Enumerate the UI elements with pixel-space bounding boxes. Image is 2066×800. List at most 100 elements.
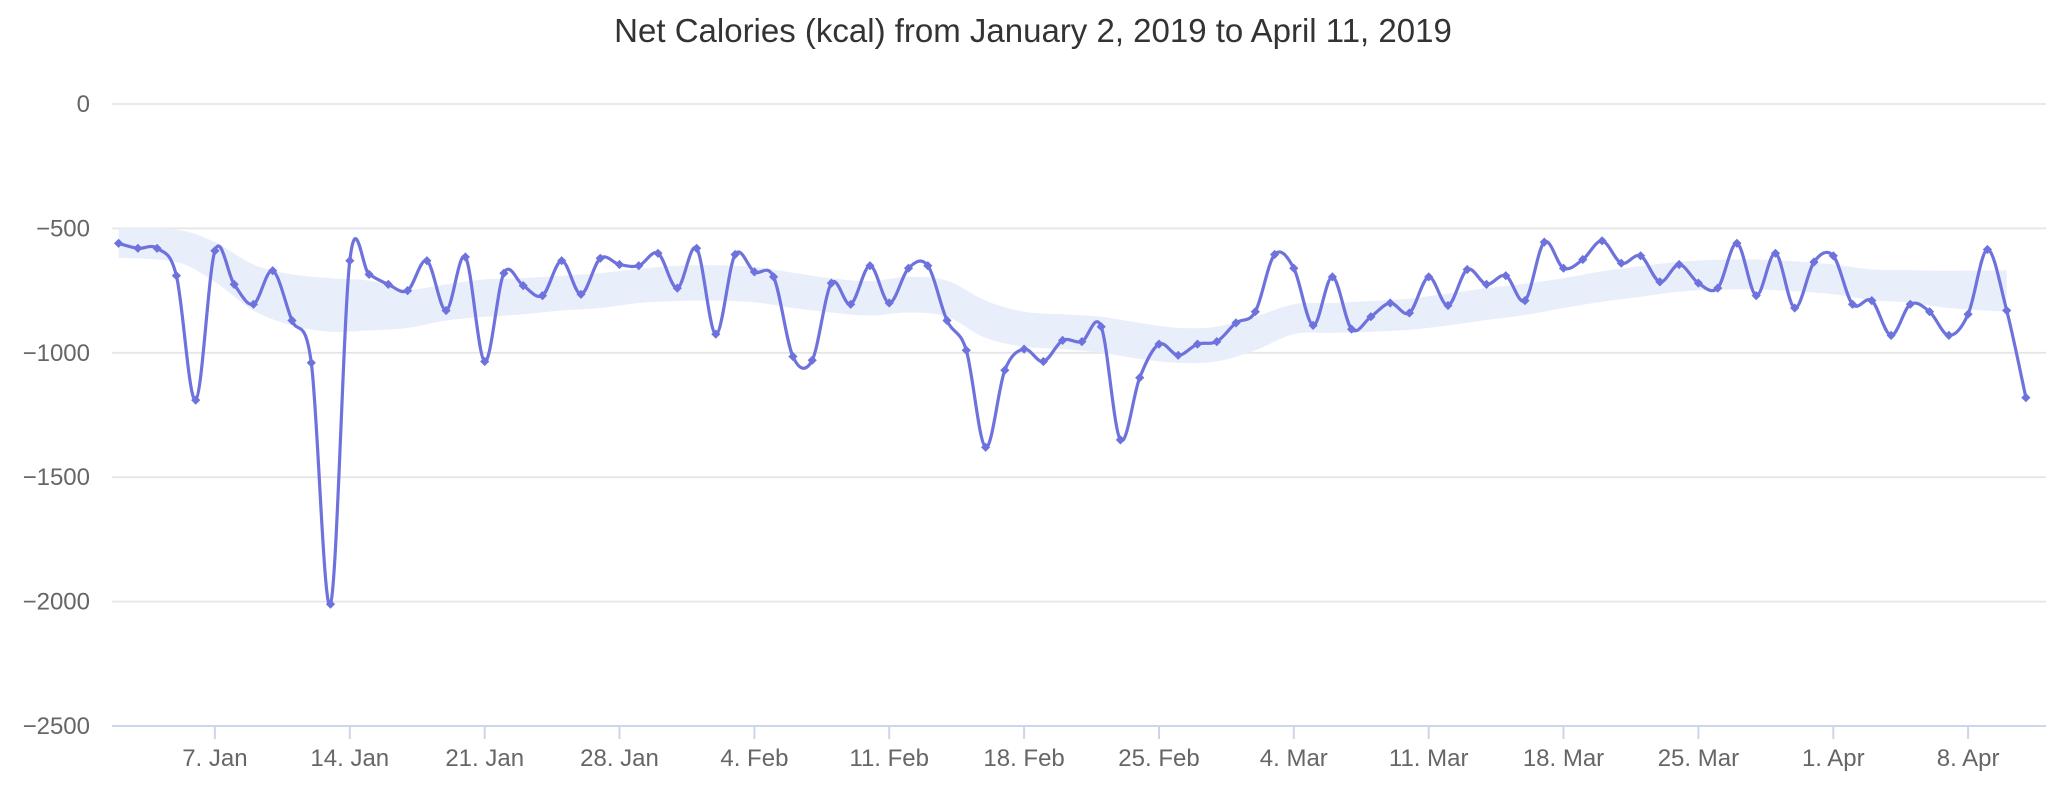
data-point-marker — [1674, 259, 1684, 270]
y-gridlines — [112, 103, 2046, 603]
data-point-marker — [1462, 264, 1472, 275]
y-axis-labels: 0 −500 −1000 −1500 −2000 −2500 — [23, 91, 90, 740]
data-point-marker — [1732, 238, 1742, 248]
data-point-marker — [1096, 322, 1106, 332]
y-axis-label: −2500 — [23, 713, 90, 740]
data-point-marker — [1847, 299, 1858, 309]
x-axis-label: 7. Jan — [182, 745, 247, 772]
data-point-marker — [1770, 248, 1781, 258]
data-point-marker — [422, 256, 432, 266]
data-point-marker — [903, 263, 914, 273]
data-point-marker — [788, 351, 798, 362]
y-axis-label: −1500 — [23, 464, 90, 491]
x-axis-label: 25. Feb — [1118, 745, 1199, 772]
data-point-marker — [403, 286, 413, 296]
x-axis-label: 1. Apr — [1802, 745, 1865, 772]
data-point-marker — [634, 261, 644, 271]
data-point-marker — [1192, 339, 1203, 349]
data-point-marker — [1539, 237, 1549, 247]
data-point-marker — [2021, 393, 2031, 403]
data-point-marker — [942, 315, 952, 326]
data-point-marker — [1501, 271, 1511, 281]
data-point-marker — [2002, 305, 2012, 316]
data-point-marker — [480, 356, 490, 367]
data-point-marker — [1867, 296, 1877, 306]
net-calories-series — [114, 236, 2031, 609]
data-point-marker — [325, 599, 336, 609]
data-point-marker — [287, 315, 297, 326]
x-axis-label: 11. Feb — [849, 745, 929, 772]
data-point-marker — [981, 442, 991, 452]
data-point-marker — [730, 249, 740, 260]
data-point-marker — [595, 253, 605, 263]
data-point-marker — [884, 298, 894, 308]
data-point-marker — [306, 358, 316, 368]
data-point-marker — [1115, 435, 1125, 445]
data-point-marker — [1828, 251, 1838, 261]
x-axis-label: 21. Jan — [445, 745, 524, 772]
data-point-marker — [846, 299, 856, 309]
data-point-marker — [1886, 330, 1896, 340]
data-point-marker — [807, 355, 817, 365]
data-point-marker — [383, 279, 393, 289]
data-point-marker — [1982, 244, 1992, 255]
data-point-marker — [1154, 339, 1164, 349]
data-point-marker — [1578, 254, 1588, 265]
data-point-marker — [672, 283, 682, 293]
x-axis-label: 4. Mar — [1260, 745, 1328, 772]
data-point-marker — [460, 252, 470, 262]
data-point-marker — [1058, 335, 1068, 345]
x-axis-label: 18. Mar — [1523, 745, 1604, 772]
y-axis-label: −2000 — [23, 589, 90, 616]
data-point-marker — [1597, 236, 1607, 246]
data-point-marker — [692, 243, 702, 253]
data-point-marker — [653, 248, 663, 258]
data-point-marker — [826, 278, 836, 288]
y-axis-label: −500 — [36, 215, 90, 242]
y-axis-label: −1000 — [23, 340, 90, 367]
data-point-marker — [1809, 257, 1819, 267]
data-point-marker — [1655, 277, 1665, 287]
data-point-marker — [1558, 263, 1569, 273]
data-point-marker — [1250, 307, 1260, 317]
x-axis-label: 28. Jan — [580, 745, 659, 772]
data-point-marker — [1347, 324, 1357, 334]
data-point-marker — [1135, 373, 1145, 383]
x-axis-label: 8. Apr — [1937, 745, 2000, 772]
data-point-marker — [1616, 258, 1626, 268]
data-point-marker — [1038, 356, 1048, 367]
data-point-marker — [537, 291, 548, 301]
data-point-marker — [1385, 298, 1395, 308]
x-axis-label: 18. Feb — [983, 745, 1064, 772]
x-axis-label: 14. Jan — [310, 745, 389, 772]
x-axis — [112, 725, 2046, 739]
data-point-marker — [1231, 318, 1241, 328]
data-point-marker — [711, 329, 721, 339]
data-point-marker — [961, 345, 971, 355]
data-point-marker — [364, 269, 374, 279]
data-point-marker — [576, 289, 586, 299]
data-point-marker — [1366, 312, 1376, 322]
data-point-marker — [1000, 365, 1010, 375]
data-point-marker — [191, 395, 201, 405]
data-point-marker — [114, 238, 124, 248]
data-point-marker — [557, 256, 567, 266]
data-point-marker — [1443, 300, 1453, 311]
data-point-marker — [1790, 303, 1800, 313]
data-point-marker — [865, 261, 875, 271]
data-point-marker — [1173, 350, 1183, 360]
data-point-marker — [152, 243, 162, 253]
data-point-marker — [1289, 263, 1299, 273]
data-point-marker — [1693, 278, 1703, 288]
x-axis-label: 25. Mar — [1658, 745, 1739, 772]
y-axis-label: 0 — [77, 91, 90, 118]
data-point-marker — [1925, 307, 1935, 317]
data-point-marker — [1077, 337, 1087, 347]
x-axis-label: 11. Mar — [1389, 745, 1469, 772]
data-point-marker — [1270, 249, 1280, 260]
chart-title: Net Calories (kcal) from January 2, 2019… — [614, 12, 1452, 49]
data-point-marker — [248, 299, 259, 309]
data-point-marker — [1963, 309, 1973, 319]
data-point-marker — [749, 267, 759, 277]
data-point-marker — [518, 281, 528, 291]
